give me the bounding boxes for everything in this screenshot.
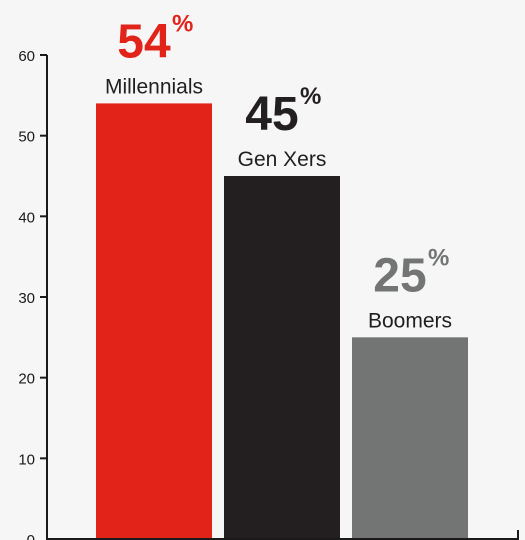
value-label-millennials: 54 (117, 15, 171, 68)
y-tick-label: 20 (18, 371, 35, 388)
y-tick-label: 60 (18, 48, 35, 65)
y-tick-label: 30 (18, 290, 35, 307)
value-label-gen-xers: 45 (245, 88, 298, 141)
category-label-millennials: Millennials (105, 75, 203, 98)
bar-boomers (352, 337, 468, 538)
percent-sign-boomers: % (428, 244, 449, 271)
bar-millennials (96, 103, 212, 539)
percent-sign-gen-xers: % (300, 83, 321, 110)
bar-gen-xers (224, 176, 340, 538)
y-ticks: 0 10 20 30 40 50 60 (18, 48, 47, 540)
y-tick-label: 0 (27, 532, 35, 540)
bars (96, 103, 468, 539)
category-label-boomers: Boomers (368, 309, 452, 332)
y-tick-label: 40 (18, 209, 35, 226)
percent-sign-millennials: % (172, 10, 193, 37)
bar-labels: 54 % Millennials 45 % Gen Xers 25 % Boomers (105, 10, 452, 332)
category-label-gen-xers: Gen Xers (238, 148, 327, 171)
y-tick-label: 10 (18, 451, 35, 468)
value-label-boomers: 25 (373, 249, 426, 302)
y-tick-label: 50 (18, 129, 35, 146)
